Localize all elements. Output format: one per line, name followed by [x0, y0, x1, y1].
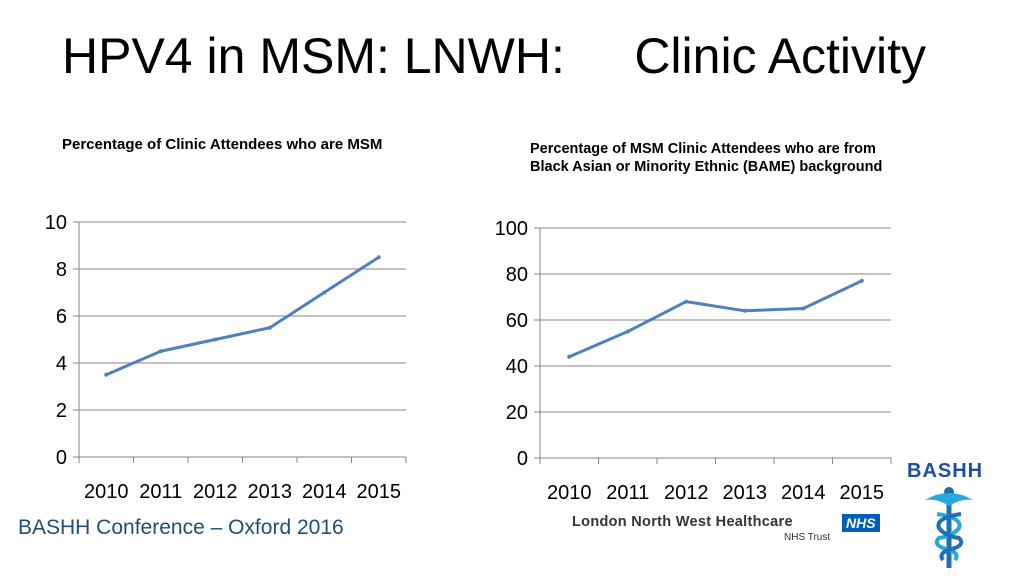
chart2-xtick-label: 2013: [723, 482, 768, 504]
caduceus-icon: [925, 487, 973, 568]
chart1-ytick-label: 2: [56, 400, 67, 422]
page-title: HPV4 in MSM: LNWH: Clinic Activity: [62, 28, 927, 84]
chart1-data-point: [267, 325, 272, 330]
chart1-data-point: [376, 255, 381, 260]
chart-1-title: Percentage of Clinic Attendees who are M…: [62, 136, 383, 153]
chart2-ytick-label: 100: [495, 218, 528, 240]
chart1-data-point: [158, 349, 163, 354]
chart1-xtick-label: 2015: [357, 481, 402, 503]
footer-conference: BASHH Conference – Oxford 2016: [18, 516, 344, 539]
chart2-data-point: [567, 354, 572, 359]
chart2-series-line: [567, 279, 864, 359]
chart2-xtick-label: 2015: [840, 482, 885, 504]
chart2-ytick-label: 60: [506, 310, 528, 332]
chart2-ytick-label: 0: [517, 448, 528, 470]
chart1-xtick-label: 2011: [139, 481, 182, 503]
chart2-xtick-label: 2010: [547, 482, 592, 504]
bashh-logo-name: BASHH: [907, 460, 984, 482]
chart2-data-point: [625, 329, 630, 334]
chart2-data-point: [742, 308, 747, 313]
chart2-ytick-label: 80: [506, 264, 528, 286]
chart1-ytick-label: 4: [56, 353, 67, 375]
chart1-data-point: [213, 337, 218, 342]
chart2-data-point: [801, 306, 806, 311]
chart1-data-point: [322, 290, 327, 295]
chart1-xtick-label: 2014: [302, 481, 347, 503]
chart1-series-line: [104, 255, 381, 377]
nhs-trust-label: NHS Trust: [784, 532, 831, 543]
lnwh-logo-name: London North West Healthcare: [572, 514, 793, 530]
chart2-xtick-label: 2014: [781, 482, 826, 504]
chart-2-title: Percentage of MSM Clinic Attendees who a…: [530, 141, 883, 175]
chart1-ytick-label: 10: [45, 212, 67, 234]
chart2-xtick-label: 2011: [606, 482, 649, 504]
nhs-logo: NHS: [842, 514, 880, 532]
chart2-ytick-label: 40: [506, 356, 528, 378]
chart2-data-point: [859, 278, 864, 283]
chart1-ytick-label: 6: [56, 306, 67, 328]
chart2-ytick-label: 20: [506, 402, 528, 424]
chart1-data-point: [104, 372, 109, 377]
chart1-ytick-label: 8: [56, 259, 67, 281]
chart1-xtick-label: 2012: [193, 481, 238, 503]
chart1-xtick-label: 2010: [84, 481, 129, 503]
lnwh-logo: London North West Healthcare NHS NHS Tru…: [572, 512, 902, 544]
chart2-xtick-label: 2012: [664, 482, 709, 504]
chart2-data-point: [684, 299, 689, 304]
chart1-ytick-label: 0: [56, 447, 67, 469]
chart1-xtick-label: 2013: [248, 481, 293, 503]
bashh-logo: BASHH: [903, 456, 995, 572]
